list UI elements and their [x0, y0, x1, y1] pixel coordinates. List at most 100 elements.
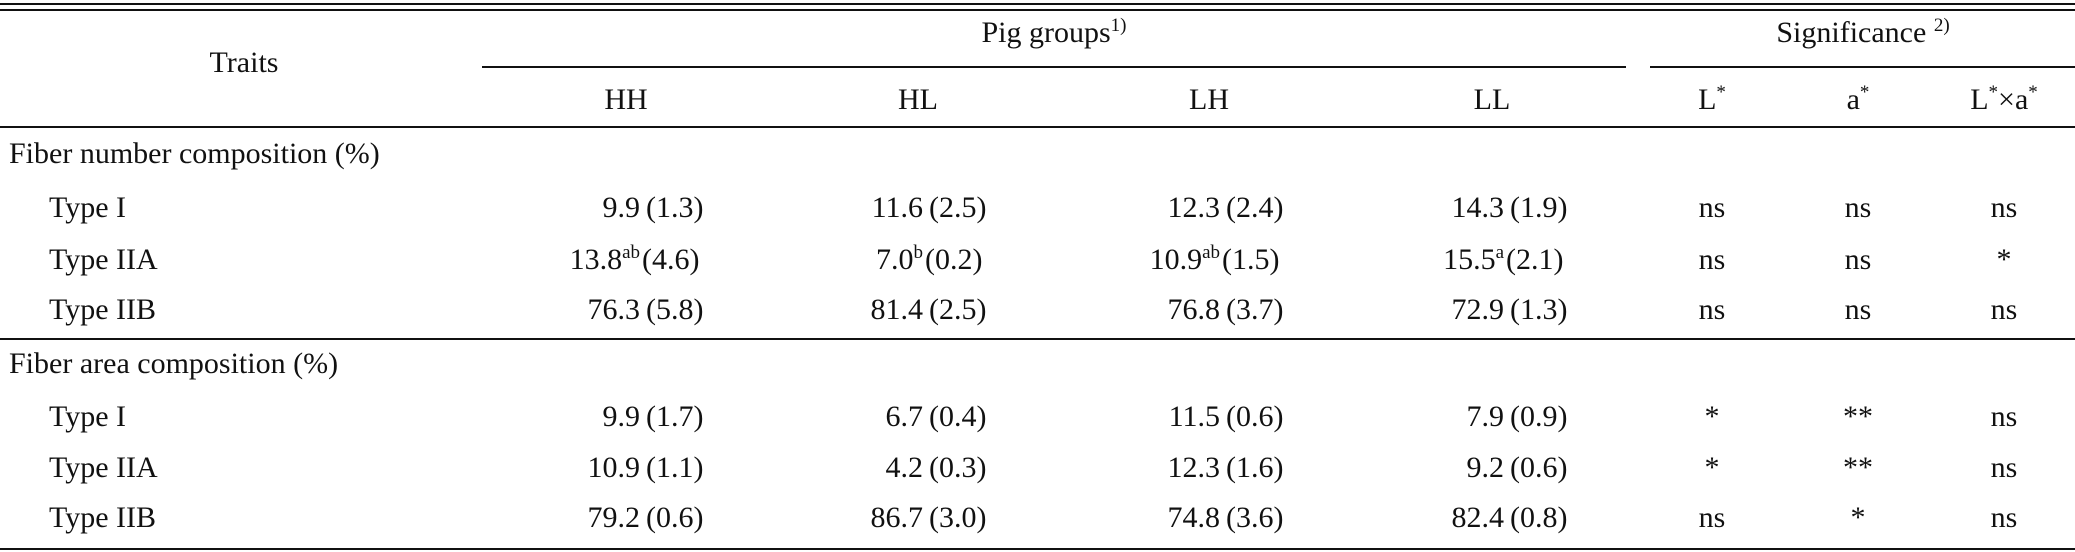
- significance-value: ns: [1698, 191, 1726, 224]
- sig-header-a-sup: *: [1859, 82, 1870, 103]
- row-label: Type IIB: [49, 293, 157, 326]
- group-header-hh: HH: [604, 83, 648, 116]
- pig-groups-header: Pig groups1): [981, 15, 1127, 54]
- sd-value: (0.3): [929, 451, 987, 484]
- table-row: Type IIA 10.9 (1.1) 4.2 (0.3) 12.3 (1.6) 9.2 (0.…: [0, 443, 2075, 493]
- significance-value: *: [1704, 451, 1720, 484]
- pig-groups-footnote-mark: 1): [1110, 15, 1127, 36]
- sd-value: (0.2): [925, 243, 983, 276]
- mean-number: 82.4: [1451, 501, 1505, 534]
- mean-number: 74.8: [1167, 501, 1221, 534]
- sd-value: (1.7): [646, 400, 704, 433]
- row-label: Type IIA: [49, 451, 158, 484]
- mean-value: 13.8ab: [570, 235, 640, 289]
- mean-value: 76.3: [588, 285, 641, 335]
- traits-header: Traits: [209, 46, 279, 79]
- sig-header-l-base: L: [1698, 83, 1717, 116]
- row-label: Type I: [49, 191, 127, 224]
- sd-value: (0.6): [646, 501, 704, 534]
- mean-value: 76.8: [1168, 285, 1221, 335]
- table-row: Type IIB 76.3 (5.8) 81.4 (2.5) 76.8 (3.7) 72.9(…: [0, 285, 2075, 335]
- mean-value: 82.4: [1452, 493, 1505, 543]
- mean-number: 9.9: [602, 191, 641, 224]
- pig-groups-label: Pig groups: [981, 16, 1111, 49]
- sd-value: (0.6): [1510, 451, 1568, 484]
- mean-number: 9.9: [602, 400, 641, 433]
- sd-value: (1.5): [1222, 243, 1280, 276]
- mean-number: 81.4: [870, 293, 924, 326]
- mean-number: 9.2: [1466, 451, 1505, 484]
- significance-value: ns: [1698, 243, 1726, 276]
- sd-value: (0.9): [1510, 400, 1568, 433]
- mean-value: 9.9: [603, 183, 641, 233]
- sig-header-lxa-sup1: *: [1988, 82, 1999, 103]
- significance-letter: ab: [1202, 242, 1220, 263]
- mean-number: 72.9: [1451, 293, 1505, 326]
- table-row: Type IIA 13.8ab (4.6) 7.0b (0.2) 10.9ab (1.5) 1…: [0, 235, 2075, 285]
- mean-number: 86.7: [870, 501, 924, 534]
- group-header-ll: LL: [1473, 83, 1511, 116]
- sd-value: (1.6): [1226, 451, 1284, 484]
- row-label: Type IIA: [49, 243, 158, 276]
- mean-number: 12.3: [1167, 451, 1221, 484]
- sd-value: (4.6): [642, 243, 700, 276]
- sd-value: (0.8): [1510, 501, 1568, 534]
- significance-letter: ab: [622, 242, 640, 263]
- sd-value: (0.6): [1226, 400, 1284, 433]
- mean-number: 7.9: [1466, 400, 1505, 433]
- sig-header-lxa-base: L: [1970, 83, 1989, 116]
- table-row: Type IIB 79.2 (0.6) 86.7 (3.0) 74.8 (3.6) 82.4(…: [0, 493, 2075, 543]
- top-double-rule-1: [0, 3, 2075, 5]
- significance-value: ns: [1698, 293, 1726, 326]
- mean-value: 4.2: [886, 443, 924, 493]
- table-row: Type I 9.9 (1.7) 6.7 (0.4) 11.5 (0.6) 7.9 (0.9) *…: [0, 392, 2075, 442]
- section-title: Fiber number composition (%): [9, 137, 380, 170]
- significance-letter: a: [1495, 242, 1504, 263]
- table-bottom-rule: [0, 548, 2075, 550]
- top-double-rule-2: [0, 9, 2075, 11]
- significance-value: ns: [1990, 400, 2018, 433]
- sig-header-lxa-base2: ×a: [1998, 83, 2029, 116]
- sd-value: (5.8): [646, 293, 704, 326]
- mean-number: 10.9: [1149, 243, 1203, 276]
- significance-value: *: [1850, 501, 1866, 534]
- sig-header-lxa-sup2: *: [2028, 82, 2038, 103]
- significance-value: *: [1704, 400, 1720, 433]
- sd-value: (0.4): [929, 400, 987, 433]
- significance-value: ns: [1990, 501, 2018, 534]
- group-header-lh: LH: [1189, 83, 1229, 116]
- significance-letter: b: [913, 242, 924, 263]
- mean-value: 11.6: [872, 183, 923, 233]
- mean-number: 13.8: [569, 243, 623, 276]
- row-label: Type IIB: [49, 501, 157, 534]
- mean-number: 76.3: [587, 293, 641, 326]
- mean-number: 12.3: [1167, 191, 1221, 224]
- mean-number: 4.2: [885, 451, 924, 484]
- group-header-hl: HL: [898, 83, 938, 116]
- mean-value: 12.3: [1168, 443, 1221, 493]
- mean-value: 81.4: [871, 285, 924, 335]
- significance-underline: [1650, 66, 2075, 68]
- mean-value: 74.8: [1168, 493, 1221, 543]
- pig-groups-underline: [482, 66, 1626, 68]
- significance-value: ns: [1990, 191, 2018, 224]
- significance-label: Significance: [1776, 16, 1927, 49]
- sd-value: (2.1): [1506, 243, 1564, 276]
- sd-value: (3.7): [1226, 293, 1284, 326]
- mean-value: 11.5: [1169, 392, 1220, 442]
- mean-number: 15.5: [1443, 243, 1496, 276]
- section-title: Fiber area composition (%): [9, 347, 339, 380]
- mean-value: 72.9: [1452, 285, 1505, 335]
- mean-value: 9.2: [1467, 443, 1505, 493]
- mean-number: 14.3: [1451, 191, 1505, 224]
- significance-value: **: [1843, 451, 1873, 484]
- mean-value: 79.2: [588, 493, 641, 543]
- mean-number: 7.0: [876, 243, 914, 276]
- sd-value: (2.4): [1226, 191, 1284, 224]
- significance-value: ns: [1990, 451, 2018, 484]
- sd-value: (3.0): [929, 501, 987, 534]
- mean-value: 15.5a: [1443, 235, 1504, 289]
- sig-header-a: a*: [1847, 82, 1870, 121]
- significance-value: ns: [1844, 243, 1872, 276]
- sd-value: (1.1): [646, 451, 704, 484]
